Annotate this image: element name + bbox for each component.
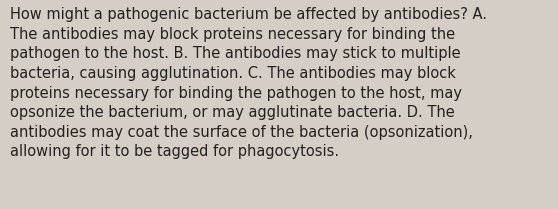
Text: How might a pathogenic bacterium be affected by antibodies? A.
The antibodies ma: How might a pathogenic bacterium be affe… (10, 7, 487, 159)
